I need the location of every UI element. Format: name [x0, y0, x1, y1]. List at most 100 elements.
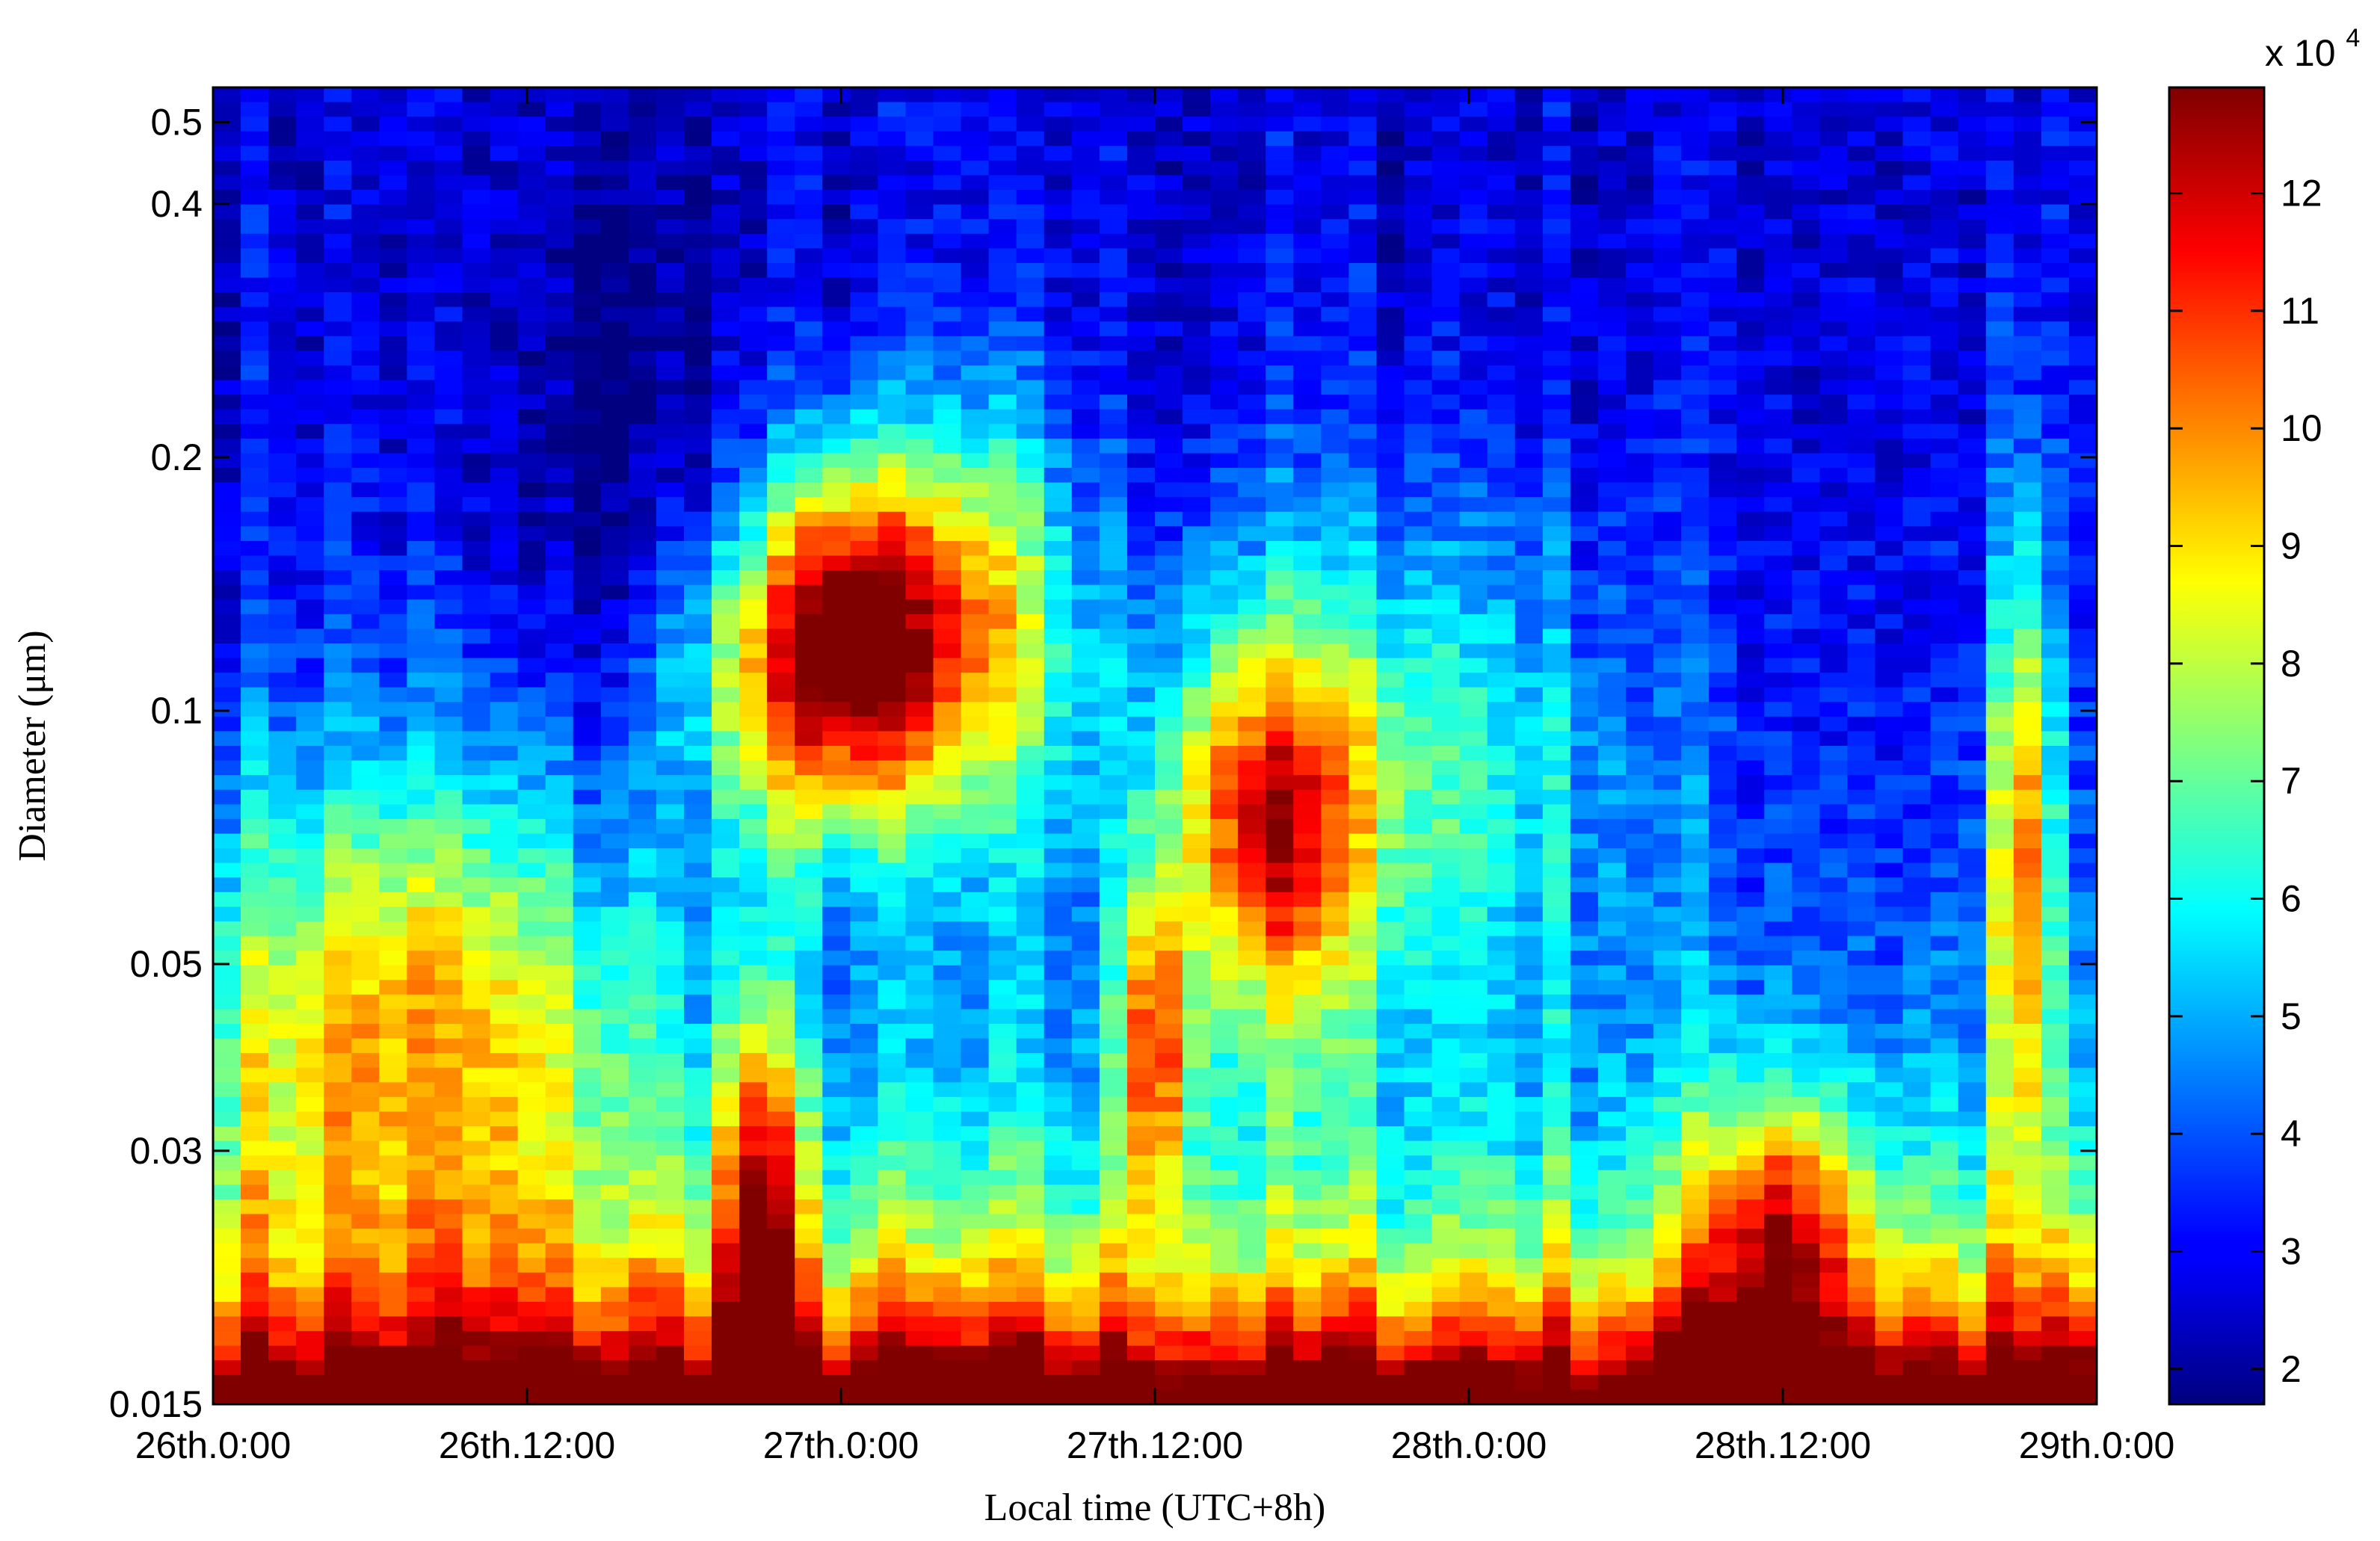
heatmap-cell	[600, 468, 629, 484]
heatmap-cell	[1238, 862, 1267, 878]
heatmap-cell	[739, 277, 768, 293]
heatmap-cell	[1210, 482, 1239, 498]
heatmap-cell	[1459, 936, 1488, 951]
heatmap-cell	[1210, 526, 1239, 542]
heatmap-cell	[462, 1067, 491, 1084]
heatmap-cell	[1626, 117, 1654, 132]
heatmap-cell	[1126, 1082, 1156, 1098]
heatmap-cell	[1099, 921, 1128, 937]
heatmap-cell	[1155, 789, 1183, 806]
heatmap-cell	[1709, 804, 1738, 820]
heatmap-cell	[850, 643, 879, 659]
heatmap-cell	[324, 1287, 353, 1303]
heatmap-cell	[684, 87, 712, 103]
heatmap-cell	[545, 511, 574, 528]
heatmap-cell	[1626, 1389, 1654, 1404]
heatmap-cell	[379, 892, 408, 908]
heatmap-cell	[1348, 1331, 1378, 1347]
heatmap-cell	[573, 614, 602, 630]
heatmap-cell	[241, 1301, 269, 1318]
heatmap-cell	[822, 511, 851, 528]
heatmap-cell	[1183, 1126, 1211, 1142]
heatmap-cell	[628, 848, 657, 864]
heatmap-cell	[1404, 1316, 1433, 1332]
heatmap-cell	[1016, 1082, 1045, 1098]
heatmap-cell	[517, 643, 546, 659]
heatmap-cell	[1709, 951, 1738, 966]
heatmap-cell	[1016, 907, 1045, 922]
heatmap-cell	[850, 1096, 879, 1113]
heatmap-cell	[407, 658, 436, 673]
heatmap-cell	[1099, 190, 1128, 206]
heatmap-cell	[933, 117, 962, 132]
heatmap-cell	[241, 614, 269, 630]
heatmap-cell	[1293, 175, 1322, 191]
heatmap-cell	[905, 1214, 934, 1229]
heatmap-cell	[213, 160, 241, 176]
heatmap-cell	[905, 175, 934, 191]
heatmap-cell	[961, 1023, 990, 1040]
heatmap-cell	[462, 306, 491, 323]
heatmap-cell	[268, 1053, 297, 1069]
heatmap-cell	[1542, 277, 1571, 293]
heatmap-cell	[1126, 248, 1156, 264]
heatmap-cell	[1043, 994, 1073, 1010]
heatmap-cell	[1293, 775, 1322, 791]
heatmap-cell	[822, 1229, 851, 1244]
heatmap-cell	[1570, 804, 1599, 820]
heatmap-cell	[600, 1126, 629, 1142]
heatmap-cell	[1597, 468, 1627, 484]
heatmap-cell	[739, 1389, 768, 1404]
heatmap-cell	[296, 1316, 325, 1332]
heatmap-cell	[1155, 760, 1183, 776]
heatmap-cell	[1570, 1185, 1599, 1200]
heatmap-cell	[1293, 862, 1322, 878]
heatmap-cell	[850, 1360, 879, 1376]
heatmap-cell	[1321, 350, 1350, 366]
heatmap-cell	[1293, 248, 1322, 264]
heatmap-cell	[351, 160, 380, 176]
heatmap-cell	[712, 511, 740, 528]
heatmap-cell	[1709, 907, 1738, 922]
heatmap-cell	[684, 395, 712, 410]
heatmap-cell	[1404, 336, 1433, 352]
heatmap-cell	[1376, 233, 1405, 250]
heatmap-cell	[379, 555, 408, 571]
heatmap-cell	[1570, 233, 1599, 250]
heatmap-cell	[933, 1331, 962, 1347]
heatmap-cell	[1348, 117, 1378, 132]
heatmap-cell	[1155, 1053, 1183, 1069]
heatmap-cell	[573, 994, 602, 1010]
heatmap-cell	[1681, 673, 1710, 688]
heatmap-cell	[545, 789, 574, 806]
heatmap-cell	[1126, 175, 1156, 191]
heatmap-cell	[1348, 921, 1378, 937]
heatmap-cell	[739, 102, 768, 117]
heatmap-cell	[1653, 87, 1682, 103]
heatmap-cell	[1514, 395, 1544, 410]
heatmap-cell	[434, 87, 463, 103]
heatmap-cell	[1238, 292, 1267, 308]
heatmap-cell	[822, 1111, 851, 1127]
heatmap-cell	[1487, 87, 1516, 103]
heatmap-cell	[1210, 921, 1239, 937]
heatmap-cell	[712, 438, 740, 454]
heatmap-cell	[684, 219, 712, 235]
heatmap-cell	[296, 951, 325, 966]
heatmap-cell	[1431, 1082, 1461, 1098]
heatmap-cell	[1293, 395, 1322, 410]
heatmap-cell	[822, 643, 851, 659]
heatmap-cell	[213, 862, 241, 878]
heatmap-cell	[434, 1155, 463, 1171]
heatmap-cell	[1210, 1140, 1239, 1156]
heatmap-cell	[1459, 614, 1488, 630]
heatmap-cell	[878, 980, 907, 995]
heatmap-cell	[1681, 687, 1710, 703]
heatmap-cell	[628, 599, 657, 615]
heatmap-cell	[1321, 321, 1350, 337]
heatmap-cell	[1487, 629, 1516, 644]
heatmap-cell	[1570, 731, 1599, 747]
heatmap-cell	[1210, 614, 1239, 630]
heatmap-cell	[1183, 629, 1211, 644]
heatmap-cell	[656, 1111, 685, 1127]
